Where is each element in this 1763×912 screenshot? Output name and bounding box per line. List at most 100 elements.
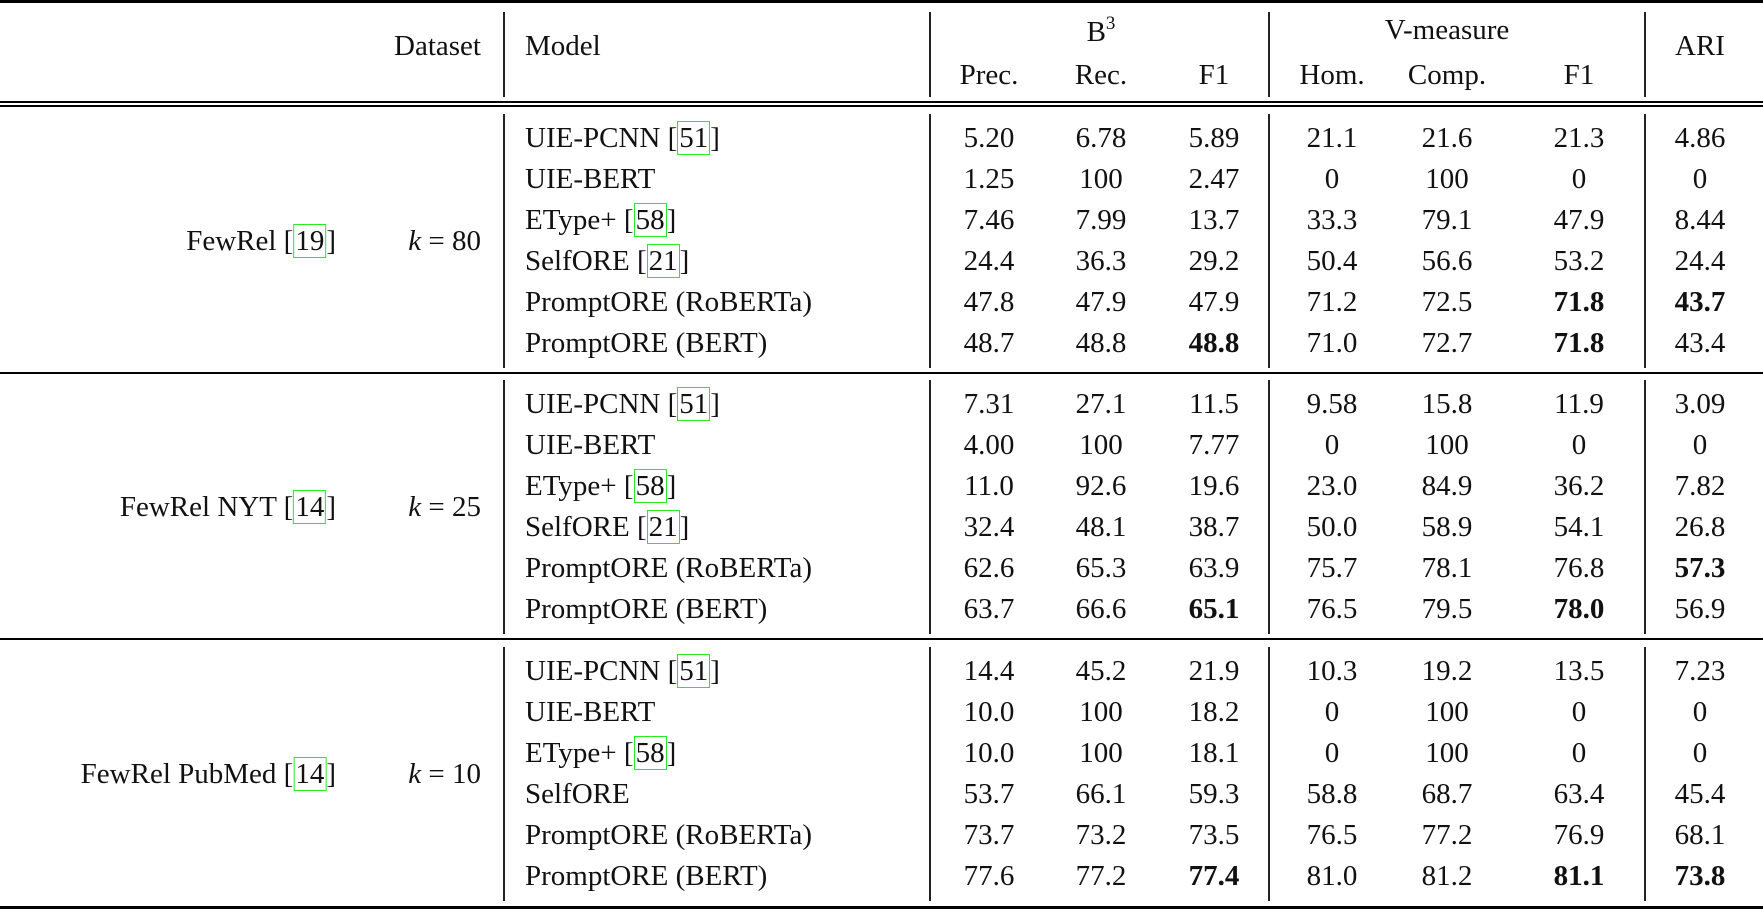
table-cell: 47.8 <box>963 286 1015 318</box>
table-cell: 78.1 <box>1421 552 1473 584</box>
column-divider <box>929 380 931 634</box>
column-divider <box>1644 380 1646 634</box>
table-cell: 77.4 <box>1188 860 1240 892</box>
dataset-label: FewRel NYT [14] <box>119 489 336 524</box>
table-cell: 45.4 <box>1674 778 1726 810</box>
model-label: SelfORE <box>525 778 630 810</box>
model-label: EType+ <box>525 204 617 236</box>
dataset-label: FewRel [19] <box>186 223 336 258</box>
table-cell: 50.0 <box>1306 511 1358 543</box>
table-cell: 0 <box>1324 163 1340 195</box>
table-cell: 36.2 <box>1553 470 1605 502</box>
table-cell: 15.8 <box>1421 388 1473 420</box>
subheader: F1 <box>1563 59 1595 91</box>
table-cell: 76.5 <box>1306 593 1358 625</box>
table-cell: 21.1 <box>1306 122 1358 154</box>
table-cell: 73.8 <box>1674 860 1726 892</box>
table-cell: 0 <box>1324 737 1340 769</box>
table-cell: 56.9 <box>1674 593 1726 625</box>
table-cell: 0 <box>1571 737 1587 769</box>
table-cell: 0 <box>1571 696 1587 728</box>
table-cell: 9.58 <box>1306 388 1358 420</box>
model-name: UIE-PCNN [51] <box>525 654 720 688</box>
citation-link[interactable]: 58 <box>633 203 667 237</box>
table-cell: 100 <box>1425 429 1469 461</box>
dataset-name: FewRel PubMed <box>80 757 277 790</box>
table-cell: 0 <box>1324 696 1340 728</box>
subheader: Hom. <box>1299 59 1365 91</box>
column-divider <box>929 114 931 368</box>
model-label: PromptORE (RoBERTa) <box>525 819 813 851</box>
table-cell: 53.7 <box>963 778 1015 810</box>
model-label: EType+ <box>525 737 617 769</box>
k-eq: = 10 <box>428 757 481 790</box>
column-divider <box>1268 114 1270 368</box>
table-cell: 0 <box>1571 429 1587 461</box>
table-cell: 11.9 <box>1554 388 1604 420</box>
table-cell: 100 <box>1079 696 1123 728</box>
table-cell: 63.9 <box>1188 552 1240 584</box>
citation-link[interactable]: 21 <box>646 244 680 278</box>
table-cell: 18.2 <box>1188 696 1240 728</box>
citation-link[interactable]: 51 <box>677 387 711 421</box>
citation-link[interactable]: 19 <box>293 223 327 258</box>
table-cell: 0 <box>1692 163 1708 195</box>
table-cell: 57.3 <box>1674 552 1726 584</box>
column-divider <box>1268 647 1270 901</box>
model-label: UIE-PCNN <box>525 655 661 687</box>
table-cell: 76.8 <box>1553 552 1605 584</box>
citation-link[interactable]: 58 <box>633 736 667 770</box>
citation-link[interactable]: 51 <box>677 654 711 688</box>
table-cell: 47.9 <box>1075 286 1127 318</box>
table-cell: 54.1 <box>1553 511 1605 543</box>
citation-link[interactable]: 14 <box>293 756 327 791</box>
k-value: k = 80 <box>408 221 481 262</box>
table-cell: 48.1 <box>1075 511 1127 543</box>
k-var: k <box>408 490 422 523</box>
table-cell: 21.9 <box>1188 655 1240 687</box>
model-name: PromptORE (RoBERTa) <box>525 282 812 323</box>
table-cell: 10.3 <box>1306 655 1358 687</box>
table-cell: 2.47 <box>1188 163 1240 195</box>
table-cell: 73.7 <box>963 819 1015 851</box>
table-cell: 47.9 <box>1188 286 1240 318</box>
table-cell: 43.4 <box>1674 327 1726 359</box>
model-label: PromptORE (BERT) <box>525 327 768 359</box>
citation-link[interactable]: 21 <box>646 510 680 544</box>
table-cell: 4.00 <box>963 429 1015 461</box>
table-cell: 33.3 <box>1306 204 1358 236</box>
table-cell: 48.8 <box>1188 327 1240 359</box>
table-cell: 72.7 <box>1421 327 1473 359</box>
citation-link[interactable]: 51 <box>677 121 711 155</box>
model-name: EType+ [58] <box>525 736 677 770</box>
table-cell: 43.7 <box>1674 286 1726 318</box>
table-cell: 6.78 <box>1075 122 1127 154</box>
column-divider <box>1644 114 1646 368</box>
table-cell: 14.4 <box>963 655 1015 687</box>
model-name: EType+ [58] <box>525 469 677 503</box>
column-divider <box>1644 647 1646 901</box>
table-cell: 63.7 <box>963 593 1015 625</box>
model-name: PromptORE (BERT) <box>525 323 767 364</box>
table-cell: 10.0 <box>963 737 1015 769</box>
table-cell: 75.7 <box>1306 552 1358 584</box>
dataset-name: FewRel <box>186 224 277 257</box>
header-b3: B3 <box>1087 12 1116 53</box>
model-label: UIE-BERT <box>525 429 656 461</box>
table-cell: 81.1 <box>1553 860 1605 892</box>
citation-link[interactable]: 14 <box>293 489 327 524</box>
model-label: EType+ <box>525 470 617 502</box>
citation-link[interactable]: 58 <box>633 469 667 503</box>
table-cell: 81.0 <box>1306 860 1358 892</box>
model-label: PromptORE (RoBERTa) <box>525 286 813 318</box>
table-cell: 71.0 <box>1306 327 1358 359</box>
k-value: k = 10 <box>408 754 481 795</box>
table-cell: 38.7 <box>1188 511 1240 543</box>
subheader: F1 <box>1198 59 1230 91</box>
model-name: PromptORE (RoBERTa) <box>525 548 812 589</box>
table-cell: 1.25 <box>963 163 1015 195</box>
column-divider <box>503 114 505 368</box>
table-cell: 21.3 <box>1553 122 1605 154</box>
table-cell: 5.89 <box>1188 122 1240 154</box>
model-name: PromptORE (RoBERTa) <box>525 815 812 856</box>
